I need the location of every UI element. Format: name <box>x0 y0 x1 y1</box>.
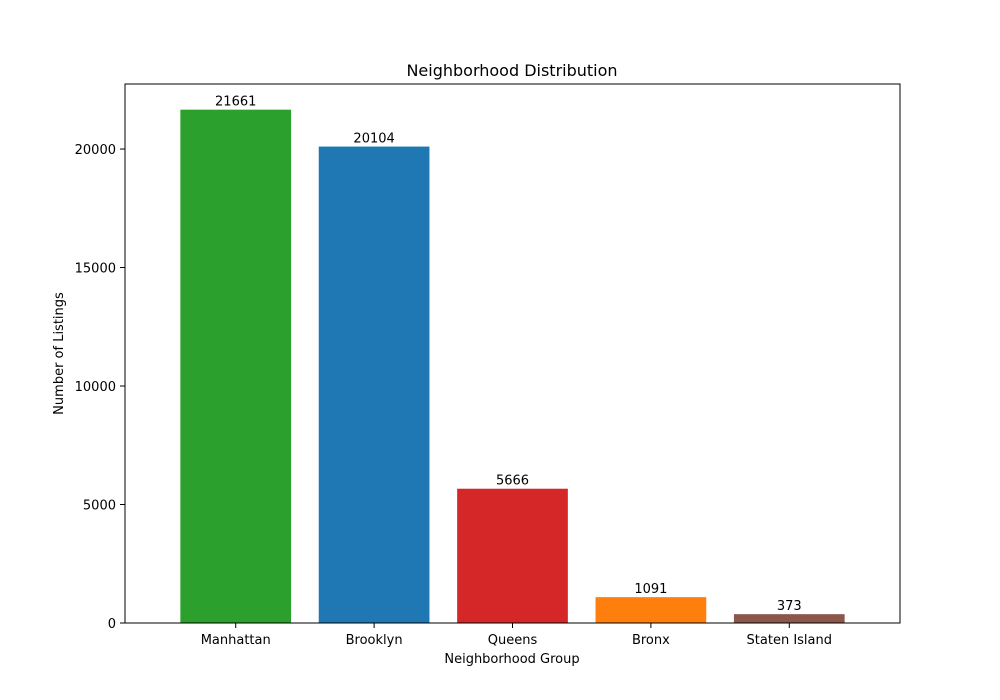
y-tick-label: 15000 <box>75 262 116 277</box>
data-label: 21661 <box>215 95 256 110</box>
bar-staten-island <box>733 614 845 623</box>
data-label: 373 <box>777 599 802 614</box>
x-tick-label: Staten Island <box>747 633 832 648</box>
x-tick-label: Queens <box>488 633 538 648</box>
y-tick-label: 20000 <box>75 143 116 158</box>
y-axis: 0 5000 10000 15000 20000 <box>75 143 125 632</box>
bar-manhattan <box>180 109 292 624</box>
data-label: 5666 <box>496 474 529 489</box>
data-label: 1091 <box>634 582 667 597</box>
data-label: 20104 <box>353 132 394 147</box>
x-tick-label: Bronx <box>632 633 670 648</box>
x-axis: Manhattan Brooklyn Queens Bronx Staten Islan… <box>201 623 832 648</box>
bar-queens <box>457 488 568 623</box>
bar-brooklyn <box>318 146 430 623</box>
chart-title: Neighborhood Distribution <box>406 61 617 80</box>
y-axis-label: Number of Listings <box>52 292 67 415</box>
y-tick-label: 0 <box>108 617 116 632</box>
y-tick-label: 5000 <box>83 499 116 514</box>
x-axis-label: Neighborhood Group <box>444 652 579 667</box>
x-tick-label: Manhattan <box>201 633 271 648</box>
x-tick-label: Brooklyn <box>346 633 403 648</box>
plot-area: 21661 20104 5666 1091 373 <box>180 95 845 624</box>
y-tick-label: 10000 <box>75 380 116 395</box>
bar-bronx <box>595 597 707 623</box>
